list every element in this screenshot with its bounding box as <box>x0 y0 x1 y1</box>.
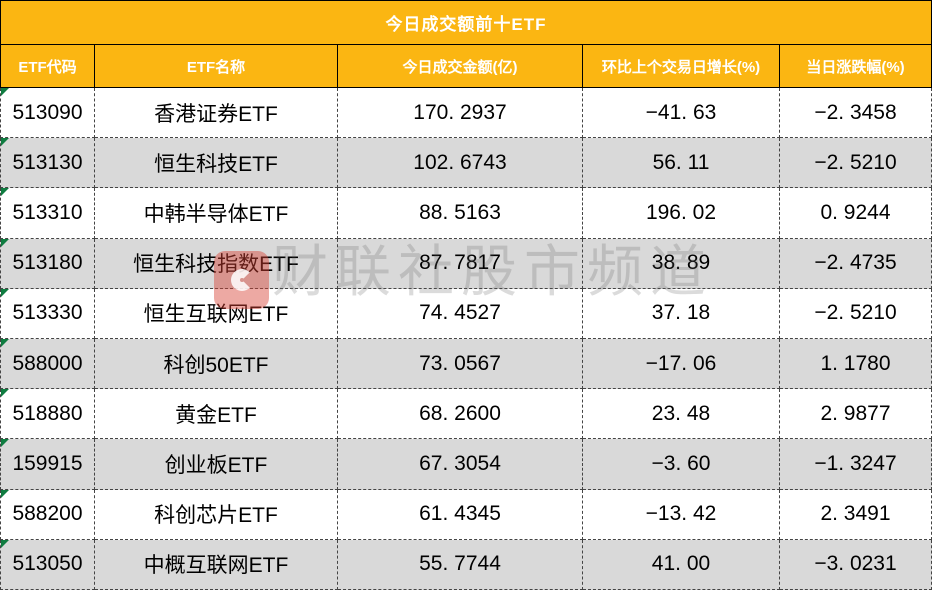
cell-etf-name: 创业板ETF <box>95 439 338 490</box>
cell-change-pct: 1. 1780 <box>780 339 932 390</box>
error-indicator-triangle-icon <box>1 389 9 398</box>
error-indicator-triangle-icon <box>1 439 9 448</box>
error-indicator-triangle-icon <box>1 489 9 498</box>
cell-growth: −17. 06 <box>583 339 780 390</box>
cell-etf-code: 513180 <box>0 238 95 289</box>
cell-turnover: 102. 6743 <box>338 138 583 189</box>
error-indicator-triangle-icon <box>1 88 9 96</box>
column-header-turnover: 今日成交金额(亿) <box>338 45 583 88</box>
cell-etf-code: 518880 <box>0 389 95 440</box>
cell-change-pct: −2. 5210 <box>780 138 932 189</box>
table-header-row: ETF代码 ETF名称 今日成交金额(亿) 环比上个交易日增长(%) 当日涨跌幅… <box>0 45 932 88</box>
cell-turnover: 61. 4345 <box>338 489 583 540</box>
cell-etf-code: 588200 <box>0 489 95 540</box>
cell-etf-name: 香港证券ETF <box>95 88 338 139</box>
cell-turnover: 74. 4527 <box>338 288 583 339</box>
cell-etf-name: 科创50ETF <box>95 339 338 390</box>
cell-text: 513090 <box>12 100 83 124</box>
cell-text: 588200 <box>12 502 83 526</box>
cell-etf-code: 513090 <box>0 88 95 139</box>
cell-text: 588000 <box>12 351 83 375</box>
cell-etf-name: 黄金ETF <box>95 389 338 440</box>
table-row: 513330 恒生互联网ETF 74. 4527 37. 18 −2. 5210 <box>0 288 932 339</box>
cell-growth: 38. 89 <box>583 238 780 289</box>
cell-etf-code: 513130 <box>0 138 95 189</box>
cell-etf-name: 恒生科技指数ETF <box>95 238 338 289</box>
cell-etf-code: 513330 <box>0 288 95 339</box>
cell-growth: 37. 18 <box>583 288 780 339</box>
cell-etf-name: 中概互联网ETF <box>95 539 338 590</box>
column-header-etf-name: ETF名称 <box>95 45 338 88</box>
error-indicator-triangle-icon <box>1 288 9 297</box>
error-indicator-triangle-icon <box>1 539 9 548</box>
error-indicator-triangle-icon <box>1 188 9 197</box>
table-row: 513090 香港证券ETF 170. 2937 −41. 63 −2. 3458 <box>0 88 932 139</box>
cell-change-pct: −3. 0231 <box>780 539 932 590</box>
table-row: 513130 恒生科技ETF 102. 6743 56. 11 −2. 5210 <box>0 138 932 189</box>
table-row: 159915 创业板ETF 67. 3054 −3. 60 −1. 3247 <box>0 439 932 490</box>
cell-change-pct: 2. 9877 <box>780 389 932 440</box>
cell-turnover: 55. 7744 <box>338 539 583 590</box>
cell-growth: 23. 48 <box>583 389 780 440</box>
cell-text: 513050 <box>12 552 83 576</box>
error-indicator-triangle-icon <box>1 339 9 347</box>
cell-change-pct: −2. 4735 <box>780 238 932 289</box>
cell-growth: 41. 00 <box>583 539 780 590</box>
cell-turnover: 170. 2937 <box>338 88 583 139</box>
cell-etf-code: 513050 <box>0 539 95 590</box>
table-row: 513310 中韩半导体ETF 88. 5163 196. 02 0. 9244 <box>0 188 932 239</box>
cell-etf-name: 中韩半导体ETF <box>95 188 338 239</box>
cell-growth: −3. 60 <box>583 439 780 490</box>
error-indicator-triangle-icon <box>1 138 9 147</box>
cell-change-pct: −1. 3247 <box>780 439 932 490</box>
cell-change-pct: 0. 9244 <box>780 188 932 239</box>
error-indicator-triangle-icon <box>1 238 9 247</box>
cell-turnover: 87. 7817 <box>338 238 583 289</box>
cell-text: 513180 <box>12 251 83 275</box>
cell-etf-name: 恒生互联网ETF <box>95 288 338 339</box>
column-header-etf-code: ETF代码 <box>0 45 95 88</box>
table-body: 513090 香港证券ETF 170. 2937 −41. 63 −2. 3458 513… <box>0 88 932 590</box>
column-header-growth: 环比上个交易日增长(%) <box>583 45 780 88</box>
cell-text: 159915 <box>12 451 83 475</box>
cell-etf-name: 恒生科技ETF <box>95 138 338 189</box>
cell-etf-code: 159915 <box>0 439 95 490</box>
cell-change-pct: −2. 3458 <box>780 88 932 139</box>
cell-growth: 196. 02 <box>583 188 780 239</box>
cell-change-pct: −2. 5210 <box>780 288 932 339</box>
cell-etf-code: 513310 <box>0 188 95 239</box>
cell-etf-code: 588000 <box>0 339 95 390</box>
table-row: 518880 黄金ETF 68. 2600 23. 48 2. 9877 <box>0 389 932 440</box>
table-row: 513180 恒生科技指数ETF 87. 7817 38. 89 −2. 4735 <box>0 238 932 289</box>
cell-growth: −13. 42 <box>583 489 780 540</box>
cell-growth: 56. 11 <box>583 138 780 189</box>
cell-text: 513310 <box>12 200 83 224</box>
cell-text: 513130 <box>12 150 83 174</box>
cell-turnover: 67. 3054 <box>338 439 583 490</box>
cell-turnover: 73. 0567 <box>338 339 583 390</box>
table-title: 今日成交额前十ETF <box>0 0 932 45</box>
column-header-change-pct: 当日涨跌幅(%) <box>780 45 932 88</box>
table-row: 588200 科创芯片ETF 61. 4345 −13. 42 2. 3491 <box>0 489 932 540</box>
table-row: 588000 科创50ETF 73. 0567 −17. 06 1. 1780 <box>0 339 932 390</box>
cell-turnover: 68. 2600 <box>338 389 583 440</box>
cell-etf-name: 科创芯片ETF <box>95 489 338 540</box>
cell-turnover: 88. 5163 <box>338 188 583 239</box>
cell-growth: −41. 63 <box>583 88 780 139</box>
cell-text: 513330 <box>12 301 83 325</box>
cell-text: 518880 <box>12 401 83 425</box>
table-row: 513050 中概互联网ETF 55. 7744 41. 00 −3. 0231 <box>0 539 932 590</box>
cell-change-pct: 2. 3491 <box>780 489 932 540</box>
